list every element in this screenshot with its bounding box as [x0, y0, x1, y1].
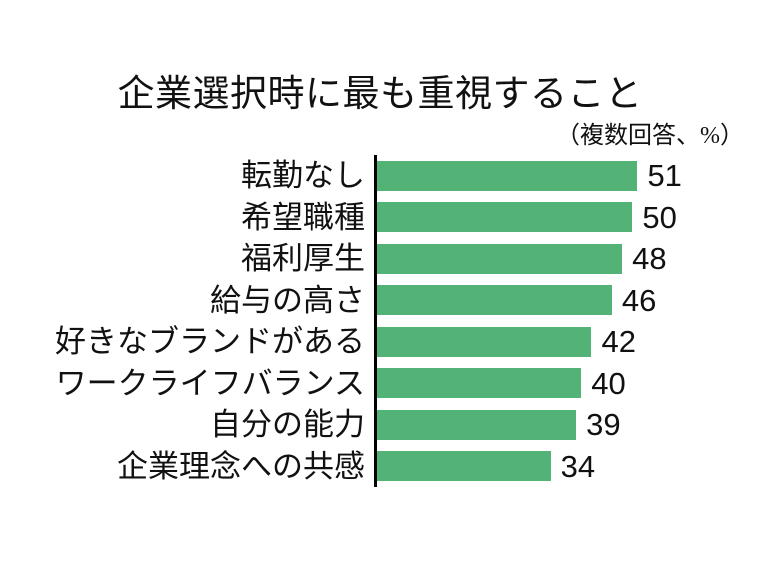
- bar: [377, 368, 582, 399]
- bar-track: 40: [374, 362, 760, 404]
- bar-track: 46: [374, 279, 760, 321]
- value-label: 48: [632, 241, 667, 276]
- bar-track: 51: [374, 155, 760, 197]
- bar: [377, 160, 638, 191]
- bar-track: 39: [374, 404, 760, 446]
- bar: [377, 451, 551, 482]
- value-label: 51: [647, 158, 682, 193]
- value-label: 34: [560, 448, 596, 484]
- value-label: 40: [591, 365, 626, 401]
- bar-track: 42: [374, 321, 760, 363]
- value-label: 50: [642, 199, 677, 235]
- category-label: 企業理念への共感: [117, 448, 365, 484]
- chart-row: ワークライフバランス 40: [0, 362, 760, 404]
- category-label: 給与の高さ: [210, 282, 365, 318]
- chart-row: 企業理念への共感 34: [0, 445, 760, 487]
- chart-subtitle: （複数回答、%）: [556, 123, 744, 149]
- category-label: 自分の能力: [210, 407, 365, 442]
- value-label: 42: [601, 324, 636, 359]
- chart-row: 自分の能力 39: [0, 404, 760, 446]
- bar-chart: 転勤なし 51 希望職種 50 福利厚生 48 給与の高さ 46 好きなブランド…: [0, 155, 760, 487]
- value-label: 46: [621, 282, 657, 318]
- category-label: 好きなブランドがある: [55, 324, 365, 359]
- chart-row: 福利厚生 48: [0, 238, 760, 280]
- category-label: 希望職種: [241, 199, 365, 235]
- bar: [377, 202, 633, 233]
- chart-title: 企業選択時に最も重視すること: [117, 73, 643, 114]
- bar: [377, 326, 592, 357]
- chart-row: 給与の高さ 46: [0, 279, 760, 321]
- bar: [377, 409, 577, 440]
- bar: [377, 243, 623, 274]
- value-label: 39: [586, 407, 621, 442]
- bar-track: 50: [374, 196, 760, 238]
- chart-row: 転勤なし 51: [0, 155, 760, 197]
- chart-row: 希望職種 50: [0, 196, 760, 238]
- bar-track: 34: [374, 445, 760, 487]
- bar: [377, 285, 612, 316]
- bar-track: 48: [374, 238, 760, 280]
- category-label: 福利厚生: [241, 241, 365, 276]
- chart-row: 好きなブランドがある 42: [0, 321, 760, 363]
- category-label: ワークライフバランス: [55, 365, 365, 401]
- category-label: 転勤なし: [241, 158, 365, 193]
